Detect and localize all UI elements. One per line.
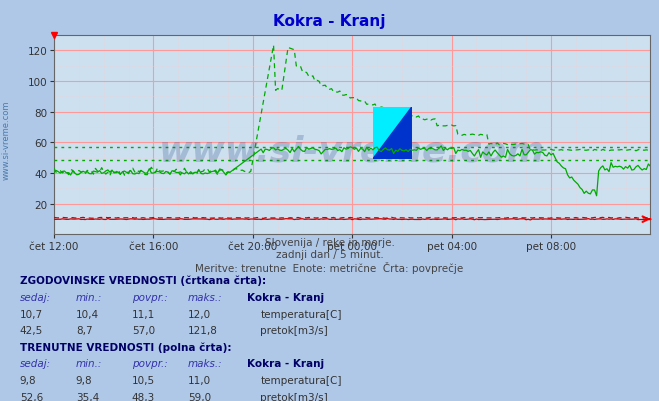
- Text: zadnji dan / 5 minut.: zadnji dan / 5 minut.: [275, 249, 384, 259]
- Text: www.si-vreme.com: www.si-vreme.com: [159, 134, 545, 168]
- Text: 59,0: 59,0: [188, 392, 211, 401]
- Text: povpr.:: povpr.:: [132, 292, 167, 302]
- Text: Kokra - Kranj: Kokra - Kranj: [247, 292, 324, 302]
- Text: 10,5: 10,5: [132, 375, 155, 385]
- Text: min.:: min.:: [76, 292, 102, 302]
- Text: 52,6: 52,6: [20, 392, 43, 401]
- Text: 42,5: 42,5: [20, 326, 43, 336]
- Text: 11,0: 11,0: [188, 375, 211, 385]
- Text: povpr.:: povpr.:: [132, 358, 167, 368]
- Text: 10,7: 10,7: [20, 310, 43, 320]
- Text: pretok[m3/s]: pretok[m3/s]: [260, 326, 328, 336]
- Text: 11,1: 11,1: [132, 310, 155, 320]
- Text: www.si-vreme.com: www.si-vreme.com: [2, 101, 11, 180]
- Text: sedaj:: sedaj:: [20, 292, 51, 302]
- Text: TRENUTNE VREDNOSTI (polna črta):: TRENUTNE VREDNOSTI (polna črta):: [20, 342, 231, 352]
- Text: temperatura[C]: temperatura[C]: [260, 375, 342, 385]
- Text: 8,7: 8,7: [76, 326, 92, 336]
- Text: 9,8: 9,8: [20, 375, 36, 385]
- Text: pretok[m3/s]: pretok[m3/s]: [260, 392, 328, 401]
- Text: ZGODOVINSKE VREDNOSTI (črtkana črta):: ZGODOVINSKE VREDNOSTI (črtkana črta):: [20, 275, 266, 285]
- Text: 9,8: 9,8: [76, 375, 92, 385]
- Text: Meritve: trenutne  Enote: metrične  Črta: povprečje: Meritve: trenutne Enote: metrične Črta: …: [195, 261, 464, 273]
- Text: maks.:: maks.:: [188, 292, 223, 302]
- Text: Kokra - Kranj: Kokra - Kranj: [273, 14, 386, 29]
- Text: 12,0: 12,0: [188, 310, 211, 320]
- Text: temperatura[C]: temperatura[C]: [260, 310, 342, 320]
- Text: maks.:: maks.:: [188, 358, 223, 368]
- Text: 10,4: 10,4: [76, 310, 99, 320]
- Text: sedaj:: sedaj:: [20, 358, 51, 368]
- Text: Kokra - Kranj: Kokra - Kranj: [247, 358, 324, 368]
- Text: min.:: min.:: [76, 358, 102, 368]
- Text: 48,3: 48,3: [132, 392, 155, 401]
- Text: Slovenija / reke in morje.: Slovenija / reke in morje.: [264, 237, 395, 247]
- Text: 121,8: 121,8: [188, 326, 217, 336]
- Text: 35,4: 35,4: [76, 392, 99, 401]
- Text: 57,0: 57,0: [132, 326, 155, 336]
